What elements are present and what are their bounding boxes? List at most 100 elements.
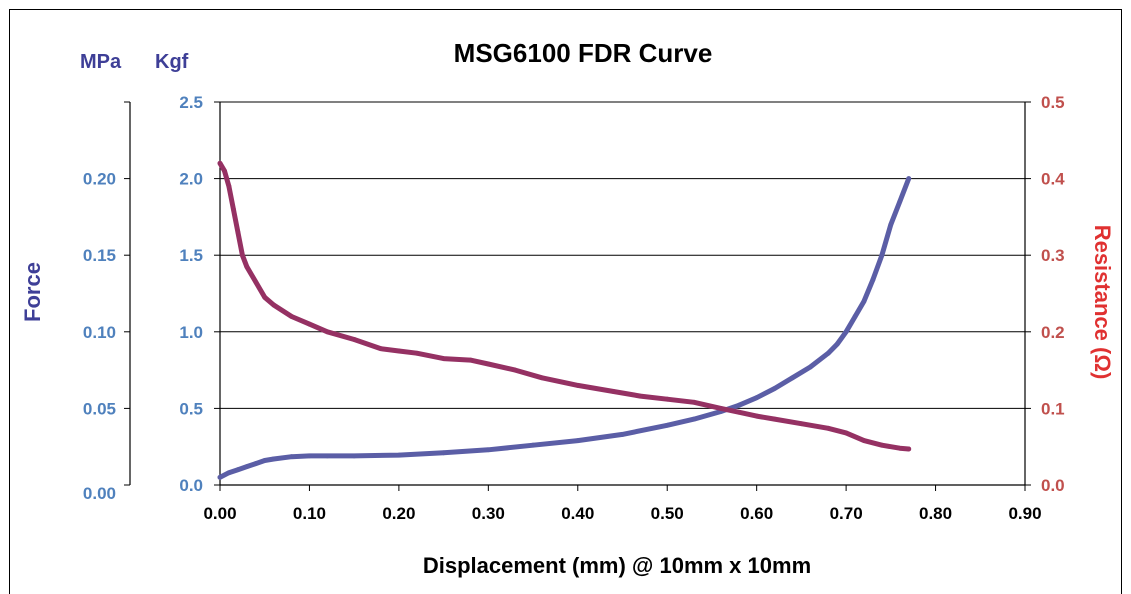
force-point: [289, 454, 294, 460]
resistance-point: [239, 252, 245, 258]
chart-frame: [9, 9, 1122, 594]
resistance-point: [798, 421, 804, 427]
resistance-point: [231, 206, 236, 212]
resistance-point: [468, 357, 473, 363]
x-tick-label: 0.20: [382, 504, 415, 523]
kgf-tick-label: 0.5: [179, 399, 203, 418]
force-point: [852, 314, 858, 319]
resistance-point: [575, 383, 581, 388]
resistance-point: [718, 406, 724, 411]
resistance-point: [897, 445, 903, 451]
resistance-tick-label: 0.0: [1041, 476, 1065, 495]
kgf-tick-label: 0.0: [179, 476, 203, 495]
force-point: [664, 422, 670, 428]
mpa-tick-label: 0.00: [83, 484, 116, 503]
resistance-point: [512, 367, 518, 373]
resistance-point: [396, 348, 402, 354]
resistance-point: [378, 346, 384, 352]
resistance-point: [637, 393, 643, 399]
x-axis-label: Displacement (mm) @ 10mm x 10mm: [423, 553, 811, 578]
mpa-tick-label: 0.10: [83, 323, 116, 342]
x-tick-label: 0.60: [740, 504, 773, 523]
kgf-unit-label: Kgf: [155, 51, 189, 73]
force-point: [262, 458, 268, 463]
x-tick-label: 0.70: [830, 504, 863, 523]
resistance-point: [217, 160, 223, 166]
resistance-point: [226, 183, 232, 189]
resistance-point: [485, 361, 491, 367]
kgf-tick-label: 2.5: [179, 93, 203, 112]
force-point: [226, 470, 232, 476]
resistance-point: [736, 409, 742, 415]
force-point: [244, 464, 250, 470]
force-point: [351, 453, 357, 459]
force-point: [879, 252, 885, 258]
x-tick-label: 0.40: [561, 504, 594, 523]
kgf-tick-label: 1.0: [179, 323, 203, 342]
resistance-point: [691, 399, 697, 405]
x-tick-label: 0.50: [651, 504, 684, 523]
resistance-point: [307, 321, 312, 327]
force-point: [736, 402, 742, 408]
mpa-tick-label: 0.15: [83, 246, 116, 265]
force-point: [772, 386, 777, 391]
resistance-point: [289, 314, 294, 319]
chart-title: MSG6100 FDR Curve: [454, 38, 713, 68]
force-point: [324, 453, 330, 459]
force-point: [441, 450, 447, 456]
force-point: [575, 438, 581, 443]
plot-area: 0.0 0.5 1.0 1.5 2.0 2.5 0.00 0.05 0.10 0.15 0.20 0.…: [83, 93, 1065, 523]
resistance-tick-label: 0.1: [1041, 399, 1065, 418]
x-tick-label: 0.80: [919, 504, 952, 523]
resistance-tick-label: 0.3: [1041, 246, 1065, 265]
resistance-tick-label: 0.5: [1041, 93, 1065, 112]
force-point: [790, 375, 795, 381]
force-point: [485, 447, 491, 453]
force-point: [888, 222, 894, 227]
resistance-series-line: [217, 160, 912, 452]
resistance-point: [772, 416, 777, 422]
resistance-point: [843, 430, 849, 436]
resistance-point: [244, 264, 250, 270]
resistance-axis-label: Resistance (Ω): [1090, 225, 1115, 380]
force-point: [620, 432, 625, 437]
resistance-point: [351, 337, 357, 342]
force-point: [396, 452, 402, 458]
force-point: [843, 329, 849, 335]
resistance-point: [539, 375, 545, 381]
x-tick-label: 0.90: [1008, 504, 1041, 523]
resistance-point: [324, 329, 330, 335]
force-point: [307, 453, 312, 459]
force-point: [217, 474, 223, 480]
resistance-point: [664, 396, 670, 402]
mpa-tick-label: 0.05: [83, 399, 116, 418]
resistance-point: [879, 442, 885, 448]
force-point: [530, 442, 536, 448]
force-point: [870, 277, 876, 283]
force-point: [861, 298, 867, 304]
resistance-point: [906, 446, 912, 452]
resistance-tick-label: 0.2: [1041, 323, 1065, 342]
resistance-point: [611, 389, 616, 394]
resistance-point: [262, 294, 268, 300]
force-point: [807, 364, 813, 370]
resistance-point: [271, 302, 277, 308]
kgf-tick-label: 2.0: [179, 170, 203, 189]
force-axis-label: Force: [20, 262, 45, 322]
force-point: [834, 341, 840, 347]
resistance-point: [754, 413, 760, 419]
resistance-point: [861, 438, 867, 443]
x-tick-label: 0.10: [293, 504, 326, 523]
force-point: [897, 199, 903, 204]
resistance-point: [235, 229, 241, 235]
resistance-point: [222, 168, 227, 174]
force-point: [271, 456, 277, 462]
resistance-point: [441, 356, 447, 362]
resistance-point: [414, 350, 420, 356]
resistance-point: [825, 425, 831, 431]
resistance-point: [253, 279, 259, 285]
force-point: [253, 461, 259, 466]
force-point: [825, 350, 831, 356]
x-tick-label: 0.00: [203, 504, 236, 523]
